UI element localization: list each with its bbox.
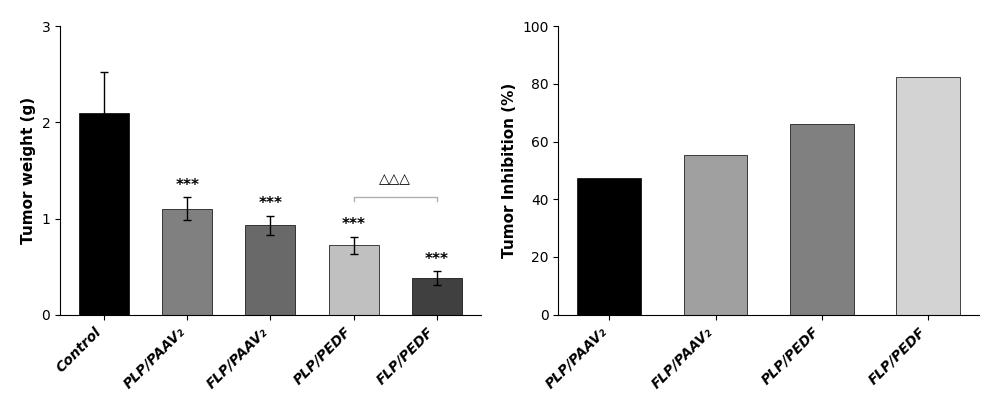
Y-axis label: Tumor weight (g): Tumor weight (g) — [21, 97, 36, 244]
Bar — [79, 113, 129, 315]
Bar — [684, 154, 747, 315]
Text: ***: *** — [342, 217, 366, 232]
Text: ***: *** — [425, 252, 449, 267]
Text: ***: *** — [258, 196, 282, 211]
Bar — [245, 225, 295, 315]
Bar — [577, 178, 641, 315]
Bar — [412, 278, 462, 315]
Bar — [162, 209, 212, 315]
Bar — [896, 77, 960, 315]
Text: ***: *** — [175, 178, 199, 192]
Y-axis label: Tumor Inhibition (%): Tumor Inhibition (%) — [502, 83, 517, 258]
Bar — [329, 246, 379, 315]
Bar — [790, 124, 854, 315]
Text: △△△: △△△ — [379, 172, 411, 186]
